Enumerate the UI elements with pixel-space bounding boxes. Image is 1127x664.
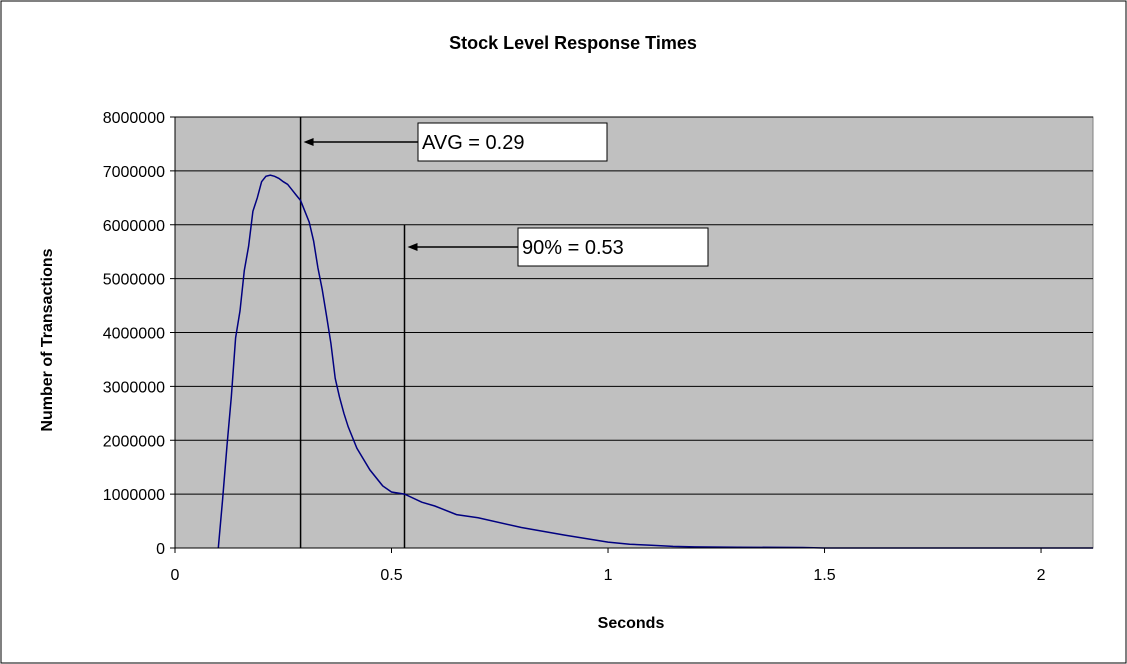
callout-box [417,122,608,162]
callout-label: AVG = 0.29 [422,132,524,154]
y-tick-label: 5000000 [103,272,165,289]
y-tick-labels: 0 1000000 2000000 3000000 4000000 5000000 6000… [103,110,165,558]
callout-arrowhead [407,243,418,251]
x-tick-label: 2 [1037,567,1046,584]
y-tick-label: 7000000 [103,164,165,181]
axes [170,116,1093,553]
chart-title: Stock Level Response Times [449,33,697,53]
callout-arrowhead [303,138,314,146]
x-tick-label: 1 [604,567,613,584]
x-tick-label: 1.5 [813,567,835,584]
x-axis-title: Seconds [598,615,665,632]
callout-box [517,227,709,267]
callout-label: 90% = 0.53 [522,237,624,259]
x-tick-label: 0.5 [380,567,402,584]
series-line-response-times [217,174,1093,549]
y-tick-label: 6000000 [103,218,165,235]
y-tick-label: 1000000 [103,487,165,504]
y-tick-label: 2000000 [103,433,165,450]
y-tick-label: 0 [156,541,165,558]
y-tick-label: 4000000 [103,326,165,343]
x-tick-labels: 0 0.5 1 1.5 2 [171,567,1046,584]
callouts: AVG = 0.29 90% = 0.53 [303,122,709,267]
gridlines [175,116,1093,495]
y-tick-label: 3000000 [103,379,165,396]
y-tick-label: 8000000 [103,110,165,127]
y-axis-title: Number of Transactions [39,248,56,431]
x-tick-label: 0 [171,567,180,584]
